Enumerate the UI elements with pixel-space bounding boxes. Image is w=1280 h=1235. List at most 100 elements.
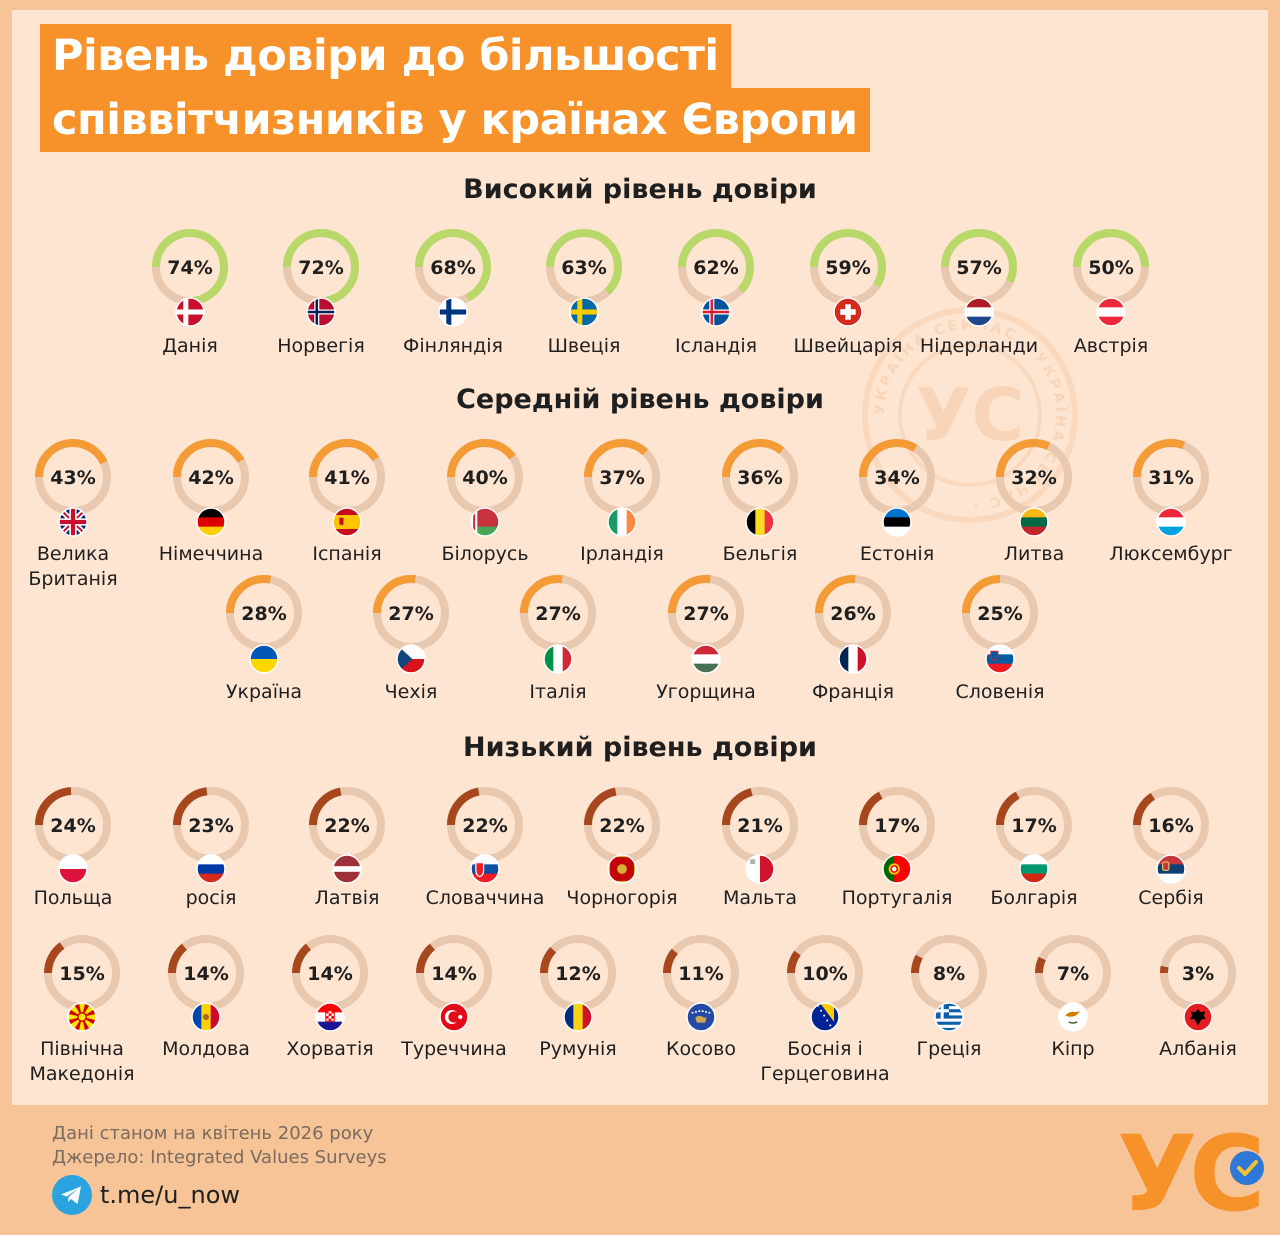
donut-value-arc-medium	[962, 575, 1038, 651]
slovakia-flag	[470, 854, 500, 884]
percentage-label: 32%	[1011, 467, 1056, 489]
title-line-2: співвітчизників у країнах Європи	[40, 88, 870, 152]
donut-moldova: 14% Молдова	[162, 935, 250, 1060]
luxembourg-flag	[1156, 507, 1186, 537]
donut-croatia: 14% Хорватія	[286, 935, 374, 1060]
donut-value-arc-medium	[996, 439, 1072, 515]
donut-austria: 50% Австрія	[1073, 229, 1149, 357]
donut-north-macedonia: 15% Північна Македонія	[29, 935, 135, 1085]
country-label: Іспанія	[312, 543, 381, 565]
country-label: Молдова	[162, 1038, 250, 1060]
percentage-label: 23%	[188, 815, 233, 837]
donut-iceland: 62% Ісландія	[675, 229, 757, 357]
donut-serbia: 16% Сербія	[1133, 787, 1209, 909]
germany-flag	[196, 507, 226, 537]
percentage-label: 14%	[431, 963, 476, 985]
kosovo-flag	[686, 1002, 716, 1032]
donut-value-arc-medium	[35, 439, 111, 515]
donut-value-arc-low	[1160, 935, 1236, 1011]
belarus-flag	[470, 507, 500, 537]
donut-turkey: 14% Туреччина	[400, 935, 507, 1060]
turkey-flag	[439, 1002, 469, 1032]
percentage-label: 37%	[599, 467, 644, 489]
donut-belarus: 40% Білорусь	[441, 439, 529, 565]
country-label: Кіпр	[1051, 1038, 1094, 1060]
czechia-flag	[396, 644, 426, 674]
percentage-label: 14%	[183, 963, 228, 985]
donut-malta: 21% Мальта	[722, 787, 798, 909]
italy-flag	[543, 644, 573, 674]
donut-finland: 68% Фінляндія	[403, 229, 503, 357]
country-label: Україна	[226, 681, 302, 703]
percentage-label: 36%	[737, 467, 782, 489]
lithuania-flag	[1019, 507, 1049, 537]
country-label: Туреччина	[400, 1038, 506, 1060]
slovenia-flag	[985, 644, 1015, 674]
donut-value-arc-high	[546, 229, 622, 305]
ireland-flag	[607, 507, 637, 537]
donut-value-arc-medium	[309, 439, 385, 515]
country-label: Угорщина	[656, 681, 756, 703]
us-logo: УС	[1117, 1118, 1265, 1220]
donut-value-arc-medium	[447, 439, 523, 515]
netherlands-flag	[964, 297, 994, 327]
verified-badge-icon	[1230, 1151, 1264, 1185]
donut-luxembourg: 31% Люксембург	[1109, 439, 1233, 565]
donut-latvia: 22% Латвія	[309, 787, 385, 909]
percentage-label: 34%	[874, 467, 919, 489]
country-label: Фінляндія	[403, 335, 503, 357]
section-title-low: Низький рівень довіри	[463, 732, 817, 763]
country-label: Нідерланди	[920, 335, 1038, 357]
section-title-high: Високий рівень довіри	[463, 174, 817, 205]
poland-flag	[58, 854, 88, 884]
donut-value-arc-medium	[226, 575, 302, 651]
greece-flag	[934, 1002, 964, 1032]
sweden-flag	[569, 297, 599, 327]
donut-netherlands: 57% Нідерланди	[920, 229, 1038, 357]
donut-value-arc-low	[663, 935, 739, 1011]
country-label: Литва	[1004, 543, 1065, 565]
moldova-flag	[191, 1002, 221, 1032]
country-label: Швеція	[548, 335, 621, 357]
donut-kosovo: 11% Косово	[663, 935, 739, 1060]
percentage-label: 27%	[388, 603, 433, 625]
albania-flag	[1183, 1002, 1213, 1032]
bosnia-flag	[810, 1002, 840, 1032]
switzerland-flag	[833, 297, 863, 327]
source-note: Джерело: Integrated Values Surveys	[52, 1147, 387, 1168]
country-label: Швейцарія	[794, 335, 903, 357]
donut-value-arc-medium	[815, 575, 891, 651]
country-label: Білорусь	[441, 543, 528, 565]
romania-flag	[563, 1002, 593, 1032]
bulgaria-flag	[1019, 854, 1049, 884]
donut-value-arc-medium	[1133, 439, 1209, 515]
france-flag	[838, 644, 868, 674]
percentage-label: 15%	[59, 963, 104, 985]
watermark-logo: УС	[916, 373, 1024, 457]
country-label: Італія	[529, 681, 586, 703]
donut-value-arc-high	[283, 229, 359, 305]
uk-flag	[58, 507, 88, 537]
donut-slovakia: 22% Словаччина	[426, 787, 544, 909]
telegram-link-text: t.me/u_now	[100, 1181, 241, 1209]
portugal-flag	[882, 854, 912, 884]
percentage-label: 11%	[678, 963, 723, 985]
donut-value-arc-high	[1073, 229, 1149, 305]
donut-spain: 41% Іспанія	[309, 439, 385, 565]
trust-donut-chart: 74% Данія 72% Норвегія 68% Фінляндія 63% Швеція…	[28, 229, 1237, 1085]
donut-albania: 3% Албанія	[1159, 935, 1237, 1060]
donut-value-arc-low	[1035, 935, 1111, 1011]
donut-sweden: 63% Швеція	[546, 229, 622, 357]
donut-slovenia: 25% Словенія	[955, 575, 1045, 703]
donut-bulgaria: 17% Болгарія	[990, 787, 1078, 909]
donut-value-arc-medium	[722, 439, 798, 515]
belgium-flag	[745, 507, 775, 537]
donut-greece: 8% Греція	[911, 935, 987, 1060]
telegram-link[interactable]: t.me/u_now	[52, 1175, 240, 1215]
country-label: Греція	[917, 1038, 982, 1060]
cyprus-flag	[1058, 1002, 1088, 1032]
country-label: Албанія	[1159, 1038, 1237, 1060]
percentage-label: 72%	[298, 257, 343, 279]
percentage-label: 16%	[1148, 815, 1193, 837]
donut-portugal: 17% Португалія	[842, 787, 952, 909]
